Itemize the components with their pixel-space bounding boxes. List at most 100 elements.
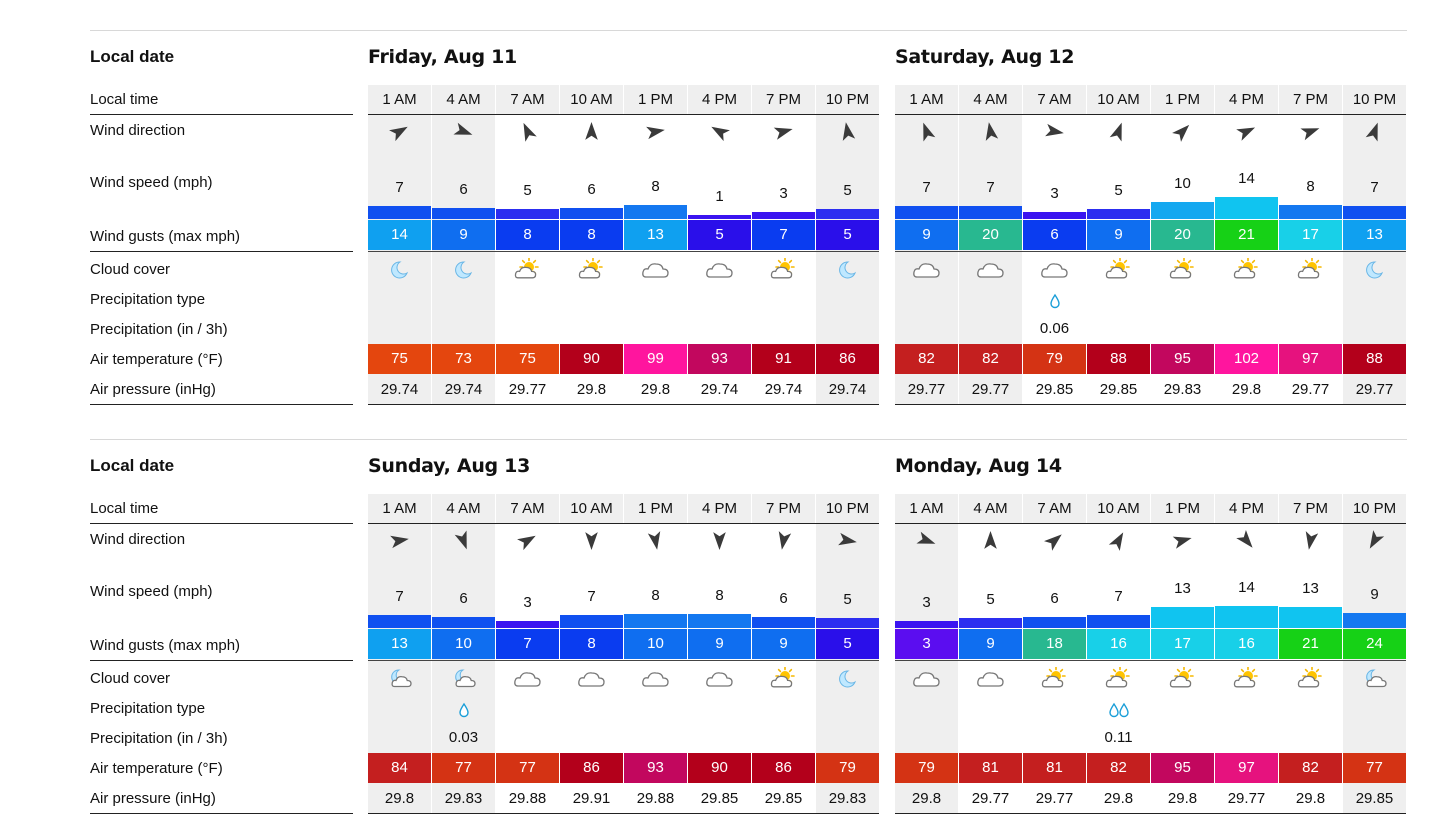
row-divider [90,813,353,814]
wind-speed-value: 3 [922,594,931,611]
wind-speed-value: 5 [843,591,852,608]
wind-direction-arrow-icon [1236,121,1257,142]
wind-direction-arrow-icon [837,121,858,142]
row-divider [368,523,879,524]
local-time-cell: 1 AM [382,91,417,108]
local-time-cell: 4 AM [973,91,1008,108]
air-temperature-cell: 82 [1087,753,1150,783]
time-header-shade [1151,494,1214,524]
wind-gusts-label: Wind gusts (max mph) [90,637,241,654]
wind-speed-bar [688,614,751,628]
local-time-cell: 10 PM [825,91,870,108]
wind-speed-bar [432,617,495,628]
wind-gust-cell: 24 [1343,629,1406,659]
hour-column: 7 AM 6 18 81 29.77 [1023,439,1086,814]
air-pressure-value: 29.8 [911,790,942,807]
air-temperature-cell: 93 [688,344,751,374]
local-time-cell: 7 AM [510,91,545,108]
cloud-cover-label: Cloud cover [90,261,171,278]
air-temperature-label: Air temperature (°F) [90,760,223,777]
wind-speed-bar [560,208,623,219]
precipitation-amount-label: Precipitation (in / 3h) [90,730,228,747]
cloud-cover-label: Cloud cover [90,670,171,687]
moon-icon [833,667,863,691]
wind-speed-value: 6 [1050,590,1059,607]
row-divider [90,523,353,524]
wind-speed-value: 9 [1370,586,1379,603]
air-pressure-label: Air pressure (inHg) [90,381,216,398]
sun-cloud-icon [769,666,799,691]
sun-cloud-icon [1104,257,1134,282]
air-pressure-value: 29.8 [1231,381,1262,398]
wind-speed-value: 1 [715,188,724,205]
day-title: Sunday, Aug 13 [368,455,531,477]
row-divider [895,813,1406,814]
time-header-shade [1087,494,1150,524]
hour-column: 10 AM 7 8 86 29.91 [560,439,623,814]
precipitation-amount-value: 0.06 [1039,320,1070,337]
moon-icon [449,258,479,282]
precipitation-type-cell [895,701,958,719]
cloud-icon [705,667,735,691]
air-temperature-cell: 88 [1087,344,1150,374]
time-header-shade [624,494,687,524]
air-pressure-value: 29.77 [1227,790,1266,807]
hour-column: 1 PM 8 10 93 29.88 [624,439,687,814]
precipitation-type-cell [688,701,751,719]
forecast-section: Local date Local time Wind direction Wind s… [0,439,1456,816]
local-date-label: Local date [90,456,175,475]
precipitation-type-cell [816,701,879,719]
air-temperature-cell: 77 [496,753,559,783]
air-temperature-cell: 90 [688,753,751,783]
air-pressure-value: 29.85 [764,790,803,807]
air-pressure-value: 29.8 [576,381,607,398]
hour-column: 4 PM 1 5 93 29.74 [688,30,751,405]
time-header-shade [1023,494,1086,524]
air-temperature-cell: 97 [1279,344,1342,374]
wind-gust-cell: 9 [959,629,1022,659]
hour-column: 7 PM 13 21 82 29.8 [1279,439,1342,814]
air-pressure-value: 29.74 [444,381,483,398]
air-temperature-cell: 81 [1023,753,1086,783]
wind-speed-bar [1343,613,1406,628]
time-header-shade [560,494,623,524]
air-pressure-value: 29.74 [764,381,803,398]
cloud-icon [912,667,942,691]
wind-direction-arrow-icon [581,530,602,551]
wind-speed-bar [624,614,687,628]
wind-gust-cell: 5 [816,220,879,250]
local-time-cell: 10 AM [570,91,613,108]
wind-gust-cell: 6 [1023,220,1086,250]
precipitation-type-cell [368,701,431,719]
time-header-shade [1215,85,1278,115]
wind-speed-value: 3 [779,185,788,202]
local-time-cell: 1 AM [909,91,944,108]
hour-column: 10 AM 7 16 0.11 82 29.8 [1087,439,1150,814]
wind-direction-arrow-icon [1044,121,1065,142]
wind-speed-value: 13 [1302,580,1319,597]
air-temperature-cell: 79 [895,753,958,783]
wind-speed-value: 7 [395,179,404,196]
air-pressure-value: 29.77 [971,381,1010,398]
moon-cloud-icon [449,667,479,691]
sun-cloud-icon [769,257,799,282]
wind-speed-bar [1087,209,1150,219]
time-header-shade [752,494,815,524]
local-time-cell: 1 AM [382,500,417,517]
hour-column: 1 AM 7 9 82 29.77 [895,30,958,405]
air-pressure-value: 29.8 [1103,790,1134,807]
air-pressure-value: 29.83 [444,790,483,807]
air-pressure-value: 29.8 [640,381,671,398]
wind-speed-value: 7 [587,588,596,605]
local-time-cell: 10 AM [570,500,613,517]
local-time-cell: 7 PM [765,91,801,108]
hour-column: 7 AM 3 6 0.06 79 29.85 [1023,30,1086,405]
air-pressure-value: 29.85 [1099,381,1138,398]
hour-column: 7 AM 5 8 75 29.77 [496,30,559,405]
hour-column: 7 AM 3 7 77 29.88 [496,439,559,814]
hour-column: 10 PM 5 5 86 29.74 [816,30,879,405]
precipitation-type-cell [959,292,1022,310]
wind-speed-bar [1279,205,1342,219]
precipitation-type-cell [1023,701,1086,719]
